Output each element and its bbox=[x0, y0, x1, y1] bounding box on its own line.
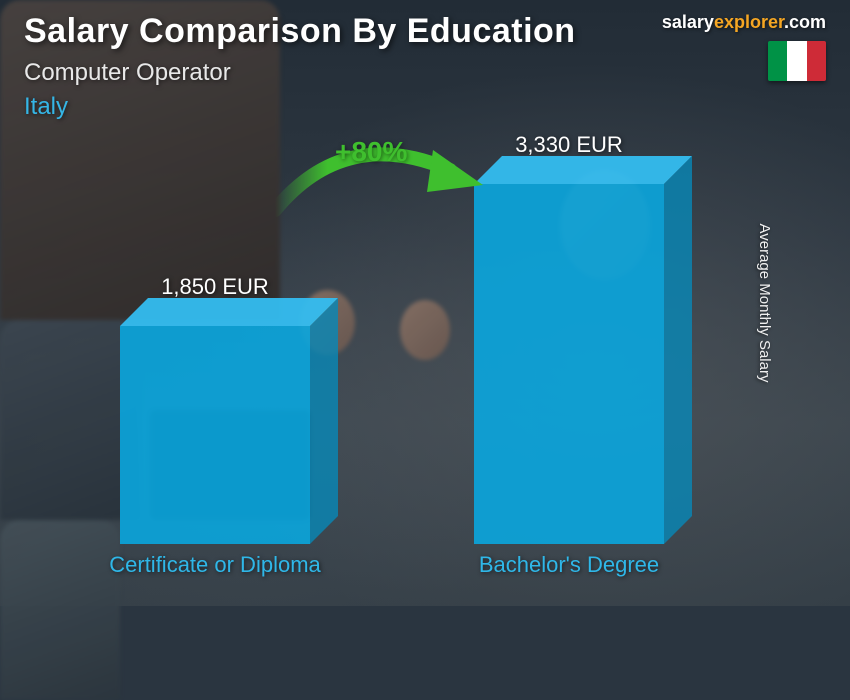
flag-stripe-1 bbox=[768, 41, 787, 81]
title-block: Salary Comparison By Education Computer … bbox=[24, 12, 576, 121]
bar-group-1: 3,330 EUR Bachelor's Degree bbox=[474, 184, 664, 544]
subtitle-country: Italy bbox=[24, 93, 576, 121]
bar-category-label-1: Bachelor's Degree bbox=[479, 552, 659, 578]
brand-prefix: salary bbox=[662, 12, 714, 32]
bar-value-label-0: 1,850 EUR bbox=[161, 274, 269, 300]
subtitle-occupation: Computer Operator bbox=[24, 59, 576, 87]
header-right: salaryexplorer.com bbox=[662, 12, 826, 81]
flag-stripe-2 bbox=[787, 41, 806, 81]
arrow-head bbox=[427, 150, 483, 192]
bar-face-side-1 bbox=[664, 156, 692, 544]
bar-1 bbox=[474, 184, 664, 544]
flag-stripe-3 bbox=[807, 41, 826, 81]
bar-face-top-0 bbox=[120, 298, 338, 326]
bar-group-0: 1,850 EUR Certificate or Diploma bbox=[120, 326, 310, 544]
page-title: Salary Comparison By Education bbox=[24, 12, 576, 51]
flag-italy-icon bbox=[768, 41, 826, 81]
increase-percent-label: +80% bbox=[335, 136, 407, 168]
bar-face-top-1 bbox=[474, 156, 692, 184]
bar-face-front-0 bbox=[120, 326, 310, 544]
brand-tld: .com bbox=[784, 12, 826, 32]
bar-value-label-1: 3,330 EUR bbox=[515, 132, 623, 158]
bar-face-side-0 bbox=[310, 298, 338, 544]
header: Salary Comparison By Education Computer … bbox=[24, 12, 826, 121]
bar-0 bbox=[120, 326, 310, 544]
bar-category-label-0: Certificate or Diploma bbox=[109, 552, 321, 578]
brand-suffix: explorer bbox=[714, 12, 784, 32]
brand-logo: salaryexplorer.com bbox=[662, 12, 826, 33]
bar-face-front-1 bbox=[474, 184, 664, 544]
